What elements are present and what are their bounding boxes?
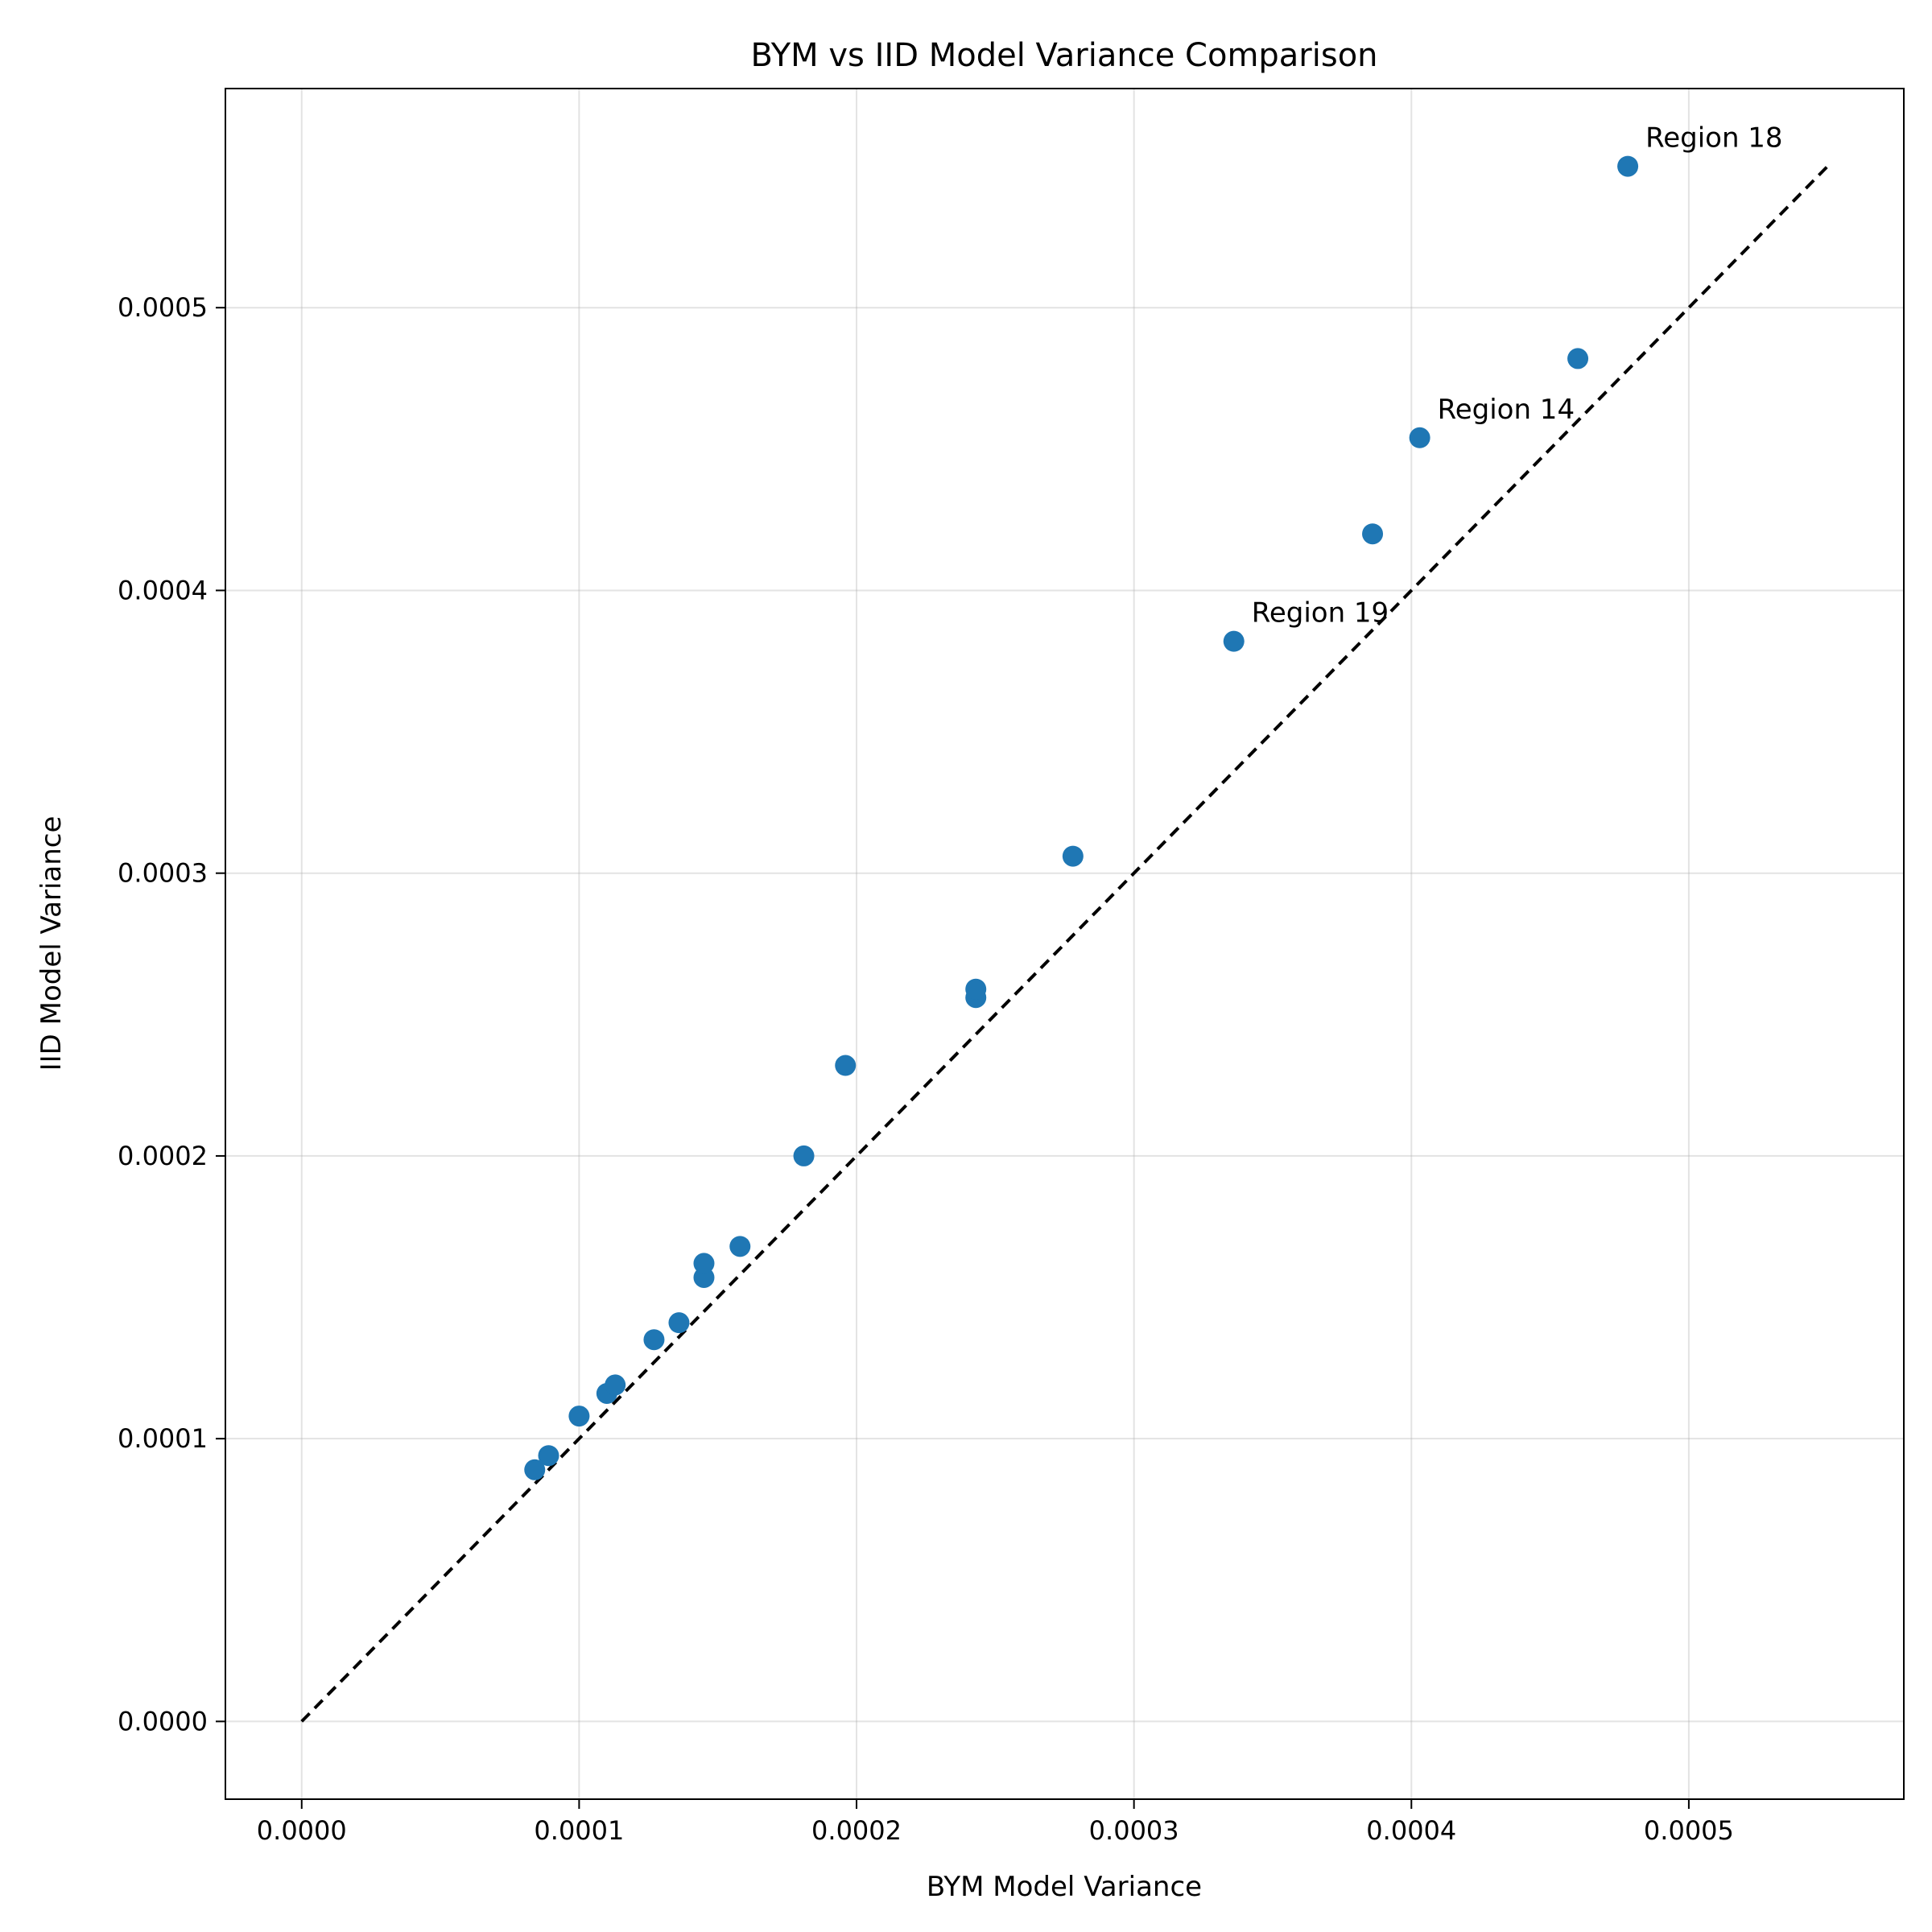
chart-title: BYM vs IID Model Variance Comparison xyxy=(750,37,1377,74)
reference-line xyxy=(300,165,1829,1723)
data-point xyxy=(1567,348,1589,369)
data-point xyxy=(1062,845,1084,867)
x-axis-label: BYM Model Variance xyxy=(927,1871,1202,1903)
point-annotation: Region 18 xyxy=(1645,122,1782,155)
data-point xyxy=(1223,630,1245,652)
data-point xyxy=(538,1445,559,1467)
data-point xyxy=(568,1406,590,1427)
y-tick-label: 0.0003 xyxy=(118,858,208,889)
data-point xyxy=(605,1374,626,1396)
y-tick-label: 0.0001 xyxy=(118,1423,208,1454)
y-tick-label: 0.0000 xyxy=(118,1706,208,1736)
x-tick-label: 0.0004 xyxy=(1366,1815,1456,1846)
data-point xyxy=(1409,427,1430,448)
data-point xyxy=(965,978,987,1000)
x-tick-label: 0.0001 xyxy=(534,1815,624,1846)
y-axis-ticks: 0.0000 0.0001 0.0002 0.0003 0.0004 0.0005 xyxy=(118,292,225,1736)
data-point xyxy=(1617,155,1639,177)
data-point xyxy=(793,1145,815,1166)
data-point xyxy=(643,1329,665,1351)
annotations: Region 19 Region 14 Region 18 xyxy=(1252,122,1783,630)
data-point xyxy=(668,1312,690,1334)
point-annotation: Region 14 xyxy=(1438,394,1575,426)
y-axis-label: IID Model Variance xyxy=(35,816,68,1071)
data-point xyxy=(524,1459,546,1480)
plot-frame xyxy=(225,88,1905,1800)
y-tick-label: 0.0004 xyxy=(118,575,208,605)
x-tick-label: 0.0005 xyxy=(1644,1815,1734,1846)
data-point xyxy=(835,1055,857,1076)
data-point xyxy=(1362,523,1384,545)
reference-line-layer xyxy=(300,165,1829,1723)
x-tick-label: 0.0002 xyxy=(811,1815,902,1846)
y-tick-label: 0.0002 xyxy=(118,1141,208,1171)
data-point xyxy=(693,1253,715,1274)
point-annotation: Region 19 xyxy=(1252,597,1389,630)
data-point xyxy=(729,1236,751,1257)
x-axis-ticks: 0.0000 0.0001 0.0002 0.0003 0.0004 0.0005 xyxy=(257,1799,1734,1846)
grid xyxy=(225,89,1904,1799)
x-tick-label: 0.0003 xyxy=(1089,1815,1179,1846)
data-points xyxy=(524,155,1639,1480)
y-tick-label: 0.0005 xyxy=(118,292,208,323)
x-tick-label: 0.0000 xyxy=(257,1815,347,1846)
